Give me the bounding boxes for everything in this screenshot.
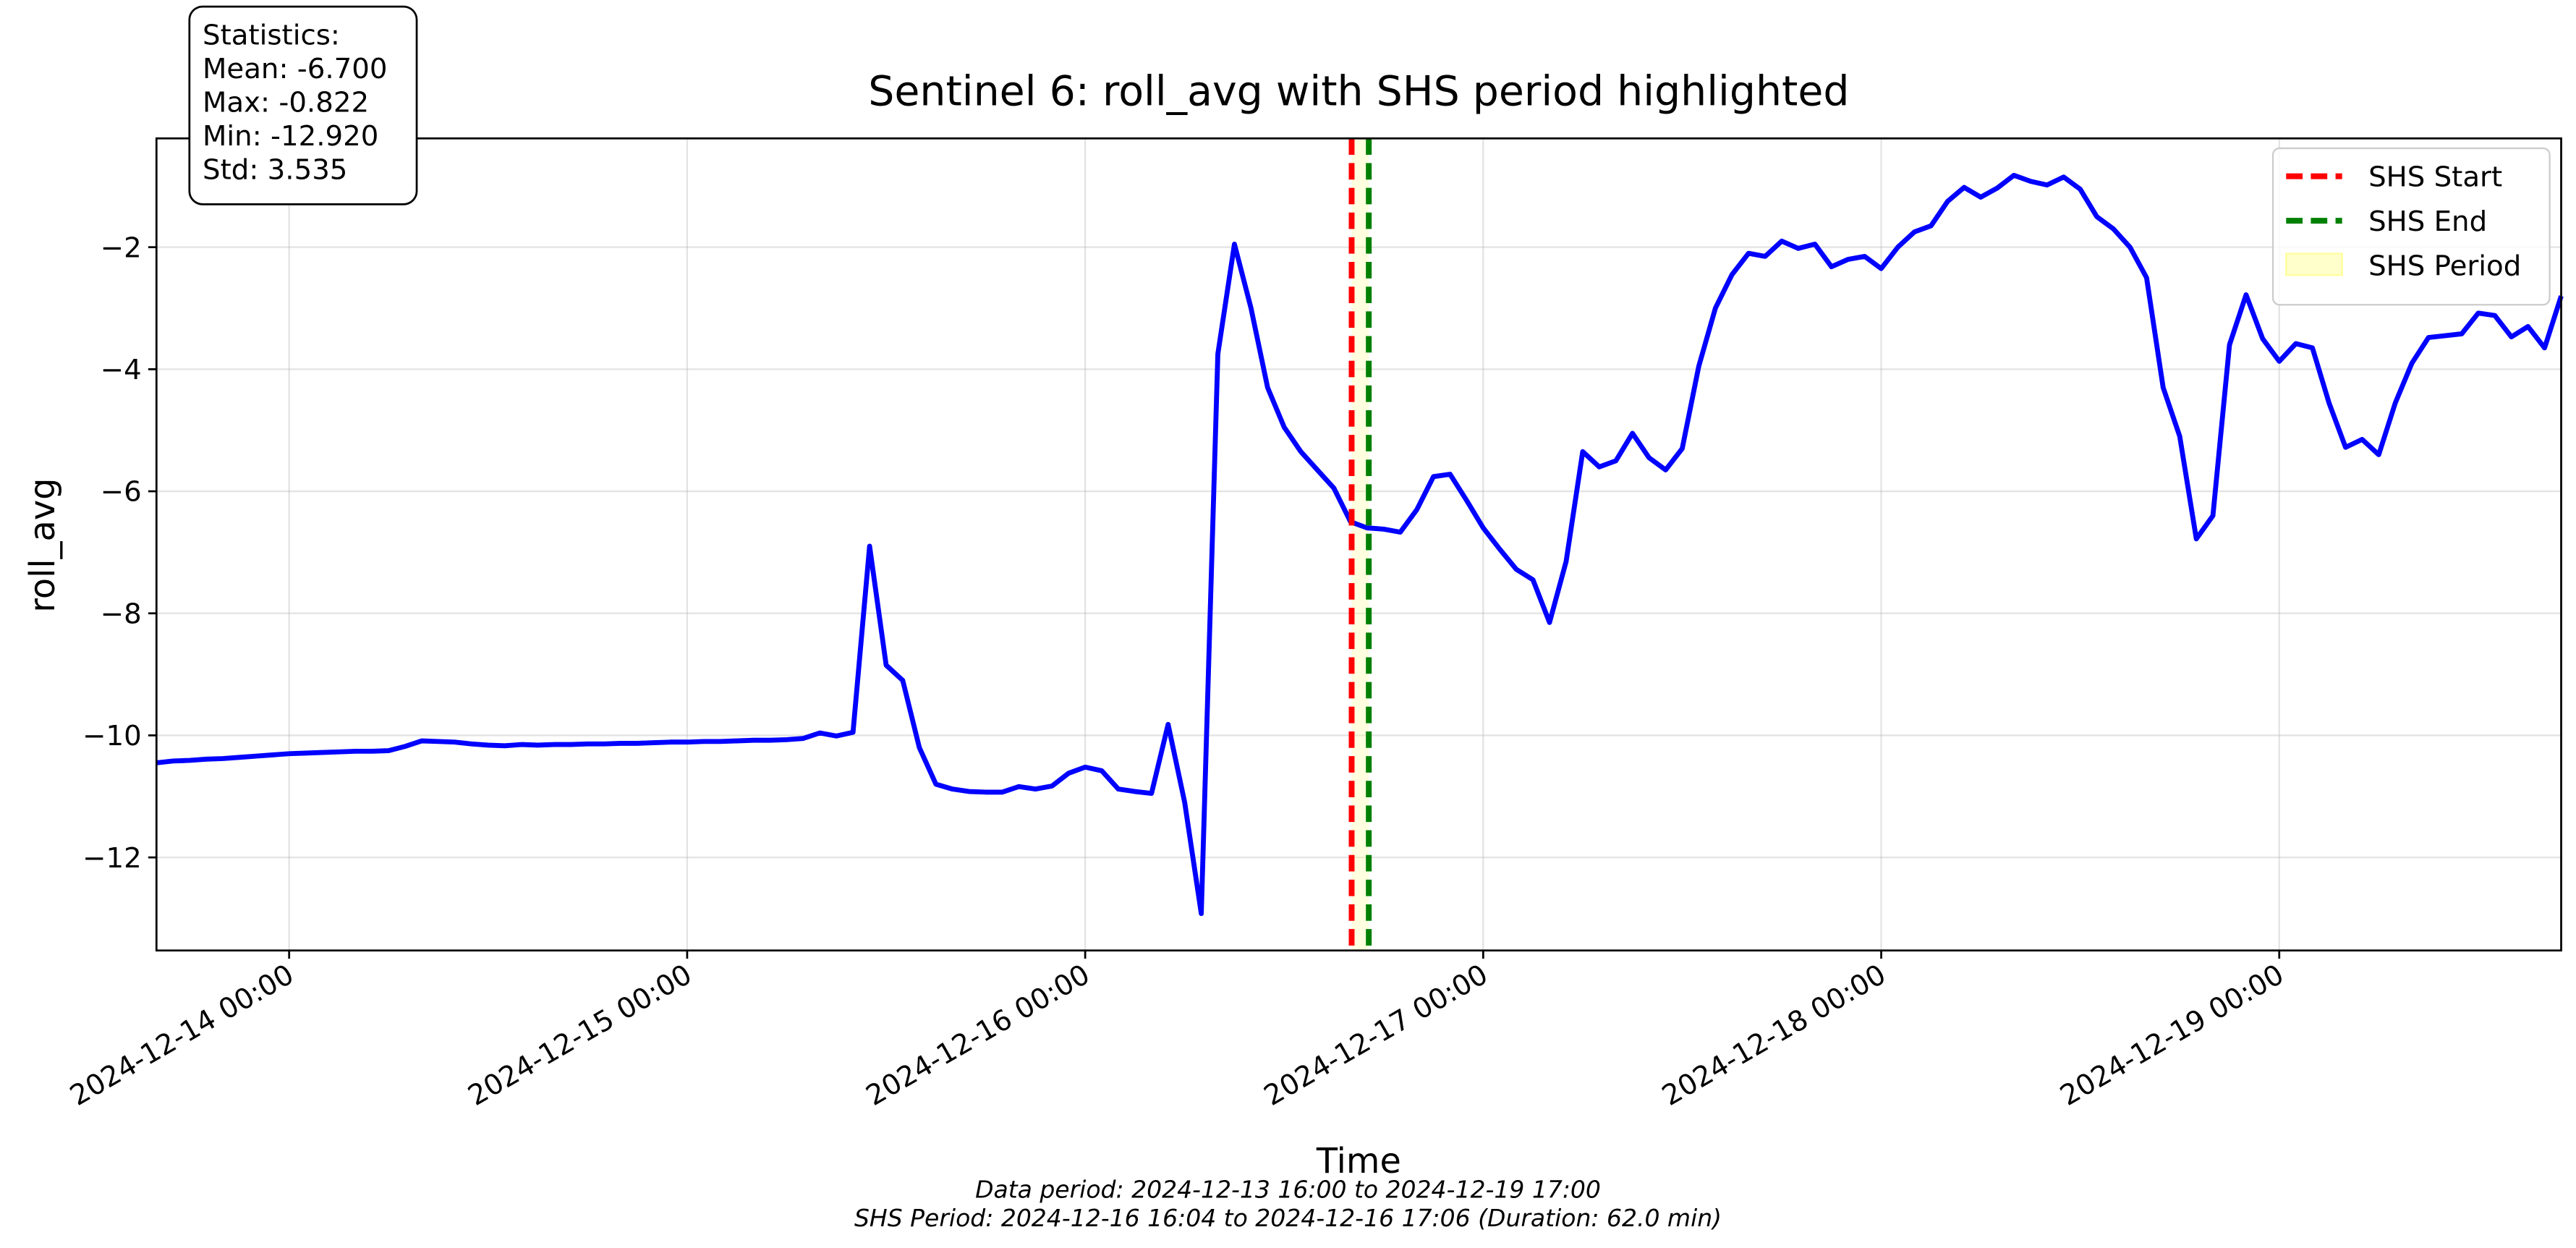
y-tick-label: −8 (101, 598, 142, 630)
stats-text: Min: -12.920 (203, 120, 378, 153)
legend-label: SHS End (2368, 205, 2487, 238)
shs-span (1351, 138, 1369, 951)
stats-text: Statistics: (203, 20, 340, 52)
axes-frame (155, 137, 2562, 952)
legend-label: SHS Period (2368, 250, 2521, 282)
chart-title: Sentinel 6: roll_avg with SHS period hig… (868, 68, 1849, 116)
y-tick-label: −10 (82, 720, 142, 752)
y-tick-label: −4 (101, 354, 142, 386)
y-axis-label: roll_avg (23, 478, 63, 613)
stats-box (188, 5, 418, 205)
y-tick-label: −12 (82, 842, 142, 875)
stats-text: Max: -0.822 (203, 86, 369, 119)
footnote: SHS Period: 2024-12-16 16:04 to 2024-12-… (854, 1204, 1722, 1232)
stats-text: Mean: -6.700 (203, 53, 387, 85)
data-line (156, 172, 2564, 917)
x-axis-label: Time (1316, 1142, 1401, 1181)
y-tick-label: −2 (101, 232, 142, 264)
stats-text: Std: 3.535 (203, 153, 347, 186)
y-tick-label: −6 (101, 476, 142, 509)
legend-label: SHS Start (2368, 161, 2502, 193)
legend-swatch (2285, 252, 2343, 276)
footnote: Data period: 2024-12-13 16:00 to 2024-12… (975, 1175, 1601, 1203)
